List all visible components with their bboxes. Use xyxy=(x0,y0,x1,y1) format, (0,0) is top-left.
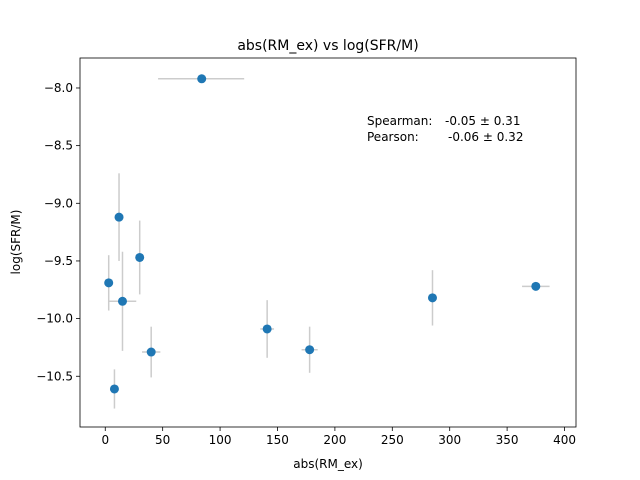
x-tick-label: 100 xyxy=(209,433,232,447)
y-tick-label: −9.5 xyxy=(44,254,73,268)
data-point xyxy=(531,281,541,291)
data-point xyxy=(109,384,119,394)
data-point xyxy=(262,324,272,334)
x-axis-ticks: 0 50 100 150 200 250 300 350 400 xyxy=(101,427,576,447)
x-tick-label: 400 xyxy=(553,433,576,447)
plot-frame xyxy=(79,57,577,428)
data-point xyxy=(114,212,124,222)
x-axis-label: abs(RM_ex) xyxy=(293,457,363,471)
data-point xyxy=(117,296,127,306)
spearman-value: -0.05 ± 0.31 xyxy=(445,114,520,128)
x-tick-label: 150 xyxy=(266,433,289,447)
y-tick-label: −8.0 xyxy=(44,81,73,95)
x-tick-label: 200 xyxy=(323,433,346,447)
y-tick-label: −10.0 xyxy=(36,312,73,326)
x-tick-label: 50 xyxy=(155,433,170,447)
y-axis-label: log(SFR/M) xyxy=(9,210,23,275)
x-tick-label: 300 xyxy=(438,433,461,447)
chart-title: abs(RM_ex) vs log(SFR/M) xyxy=(237,38,418,54)
y-tick-label: −8.5 xyxy=(44,139,73,153)
y-axis-ticks: −10.5 −10.0 −9.5 −9.0 −8.5 −8.0 xyxy=(36,81,80,383)
y-tick-label: −9.0 xyxy=(44,196,73,210)
data-point xyxy=(427,293,437,303)
spearman-label: Spearman: xyxy=(367,114,432,128)
x-tick-label: 0 xyxy=(101,433,109,447)
pearson-value: -0.06 ± 0.32 xyxy=(448,130,523,144)
data-point xyxy=(197,74,207,84)
data-point xyxy=(135,252,145,262)
y-tick-label: −10.5 xyxy=(36,369,73,383)
data-point xyxy=(104,278,114,288)
data-point xyxy=(146,347,156,357)
correlation-annotation: Spearman: -0.05 ± 0.31 Pearson: -0.06 ± … xyxy=(367,114,523,144)
x-tick-label: 250 xyxy=(381,433,404,447)
marker-layer xyxy=(104,74,541,394)
pearson-label: Pearson: xyxy=(367,130,419,144)
data-point xyxy=(305,345,315,355)
plot-area xyxy=(80,58,576,427)
x-tick-label: 350 xyxy=(496,433,519,447)
